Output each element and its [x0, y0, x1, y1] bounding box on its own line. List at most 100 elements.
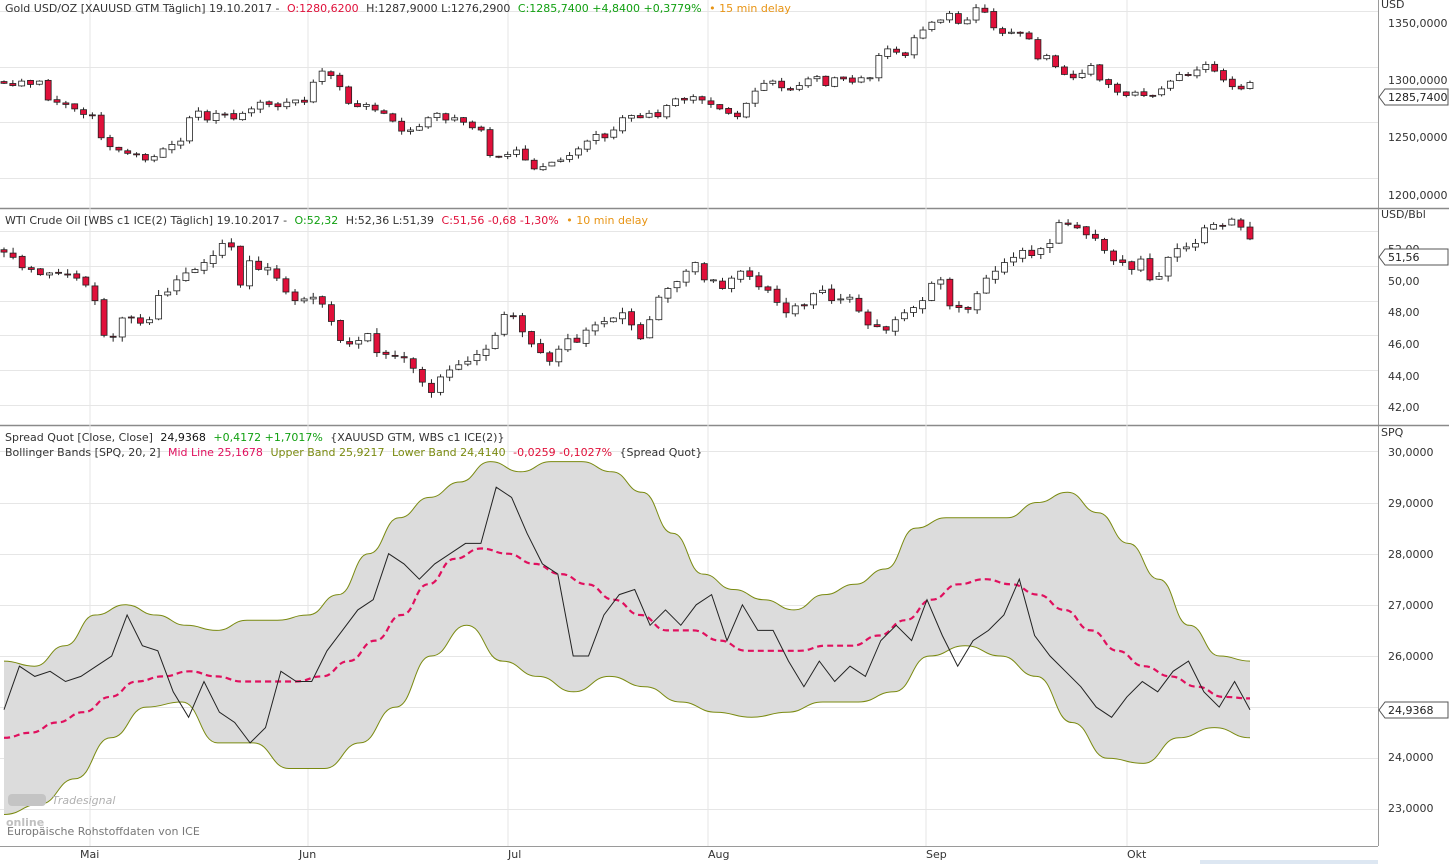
- candle-body: [646, 319, 654, 339]
- candle-body: [64, 273, 72, 276]
- candle-body: [155, 295, 163, 320]
- candle-body: [362, 104, 370, 107]
- candle-body: [246, 260, 253, 287]
- candle-body: [972, 7, 980, 21]
- candle-body: [873, 324, 881, 328]
- candle-body: [963, 19, 971, 25]
- candle-body: [337, 320, 344, 341]
- candle-body: [1164, 256, 1172, 277]
- bollinger-header-change: -0,0259 -0,1027%: [513, 446, 612, 459]
- candle-body: [991, 270, 999, 280]
- candle-body: [318, 296, 326, 305]
- candle-body: [636, 115, 644, 119]
- candle-body: [318, 70, 326, 82]
- candle-body: [46, 272, 53, 276]
- bollinger-header-upper: Upper Band 25,9217: [270, 446, 384, 459]
- candle-body: [382, 351, 390, 355]
- candle-body: [1034, 39, 1042, 60]
- candle-body: [901, 52, 909, 56]
- candle-body: [716, 104, 724, 110]
- gold-tick-label: 1250,0000: [1388, 131, 1448, 144]
- candle-body: [1193, 69, 1201, 77]
- candle-body: [574, 148, 582, 156]
- candle-body: [728, 277, 735, 289]
- candle-body: [746, 270, 754, 277]
- spread-last-price-tag: 24,9368: [1378, 701, 1449, 719]
- candle-body: [203, 111, 211, 121]
- candle-body: [118, 317, 126, 338]
- candle-body: [159, 148, 167, 158]
- candle-body: [1175, 74, 1183, 81]
- candle-body: [428, 382, 435, 393]
- candle-body: [822, 75, 830, 86]
- candle-body: [27, 267, 35, 270]
- candle-body: [1146, 258, 1154, 281]
- candle-body: [1114, 83, 1121, 93]
- candle-body: [778, 80, 786, 89]
- candle-body: [810, 293, 817, 306]
- candle-body: [795, 85, 803, 90]
- x-tick-label: Okt: [1127, 848, 1147, 861]
- candle-body: [164, 291, 172, 296]
- candle-body: [433, 112, 441, 118]
- candle-body: [672, 98, 680, 106]
- candle-body: [1202, 64, 1210, 70]
- candle-body: [734, 112, 741, 118]
- candle-body: [230, 113, 238, 120]
- candle-body: [477, 126, 485, 131]
- spread-header: Spread Quot [Close, Close] 24,9368 +0,41…: [5, 431, 504, 444]
- candle-body: [982, 277, 990, 294]
- candle-body: [418, 369, 426, 383]
- candle-body: [1061, 66, 1068, 75]
- candle-body: [1131, 91, 1139, 96]
- candle-body: [389, 113, 397, 122]
- oil-header-name: WTI Crude Oil [WBS c1 ICE(2) Täglich] 19…: [5, 214, 287, 227]
- candle-body: [1110, 250, 1117, 262]
- x-tick-label: Mai: [80, 848, 99, 861]
- candle-body: [415, 126, 423, 131]
- candle-body: [1155, 275, 1163, 280]
- candle-body: [200, 262, 208, 271]
- gold-header-open: O:1280,6200: [287, 2, 359, 15]
- candle-body: [548, 161, 556, 167]
- candle-body: [864, 311, 872, 326]
- candle-body: [973, 293, 981, 311]
- candle-body: [910, 37, 918, 56]
- candle-body: [848, 77, 856, 83]
- bollinger-lower-band: [3, 624, 1251, 815]
- candle-body: [437, 376, 444, 393]
- candle-body: [133, 153, 140, 156]
- candle-body: [1167, 80, 1174, 89]
- candle-body: [564, 338, 572, 351]
- logo-brand: Tradesignal: [52, 794, 115, 807]
- candle-body: [673, 281, 681, 289]
- oil-tick-label: 46,00: [1388, 338, 1420, 351]
- candle-body: [1149, 94, 1157, 97]
- candle-body: [990, 11, 998, 29]
- gold-tick-label: 1200,0000: [1388, 189, 1448, 202]
- candle-body: [689, 96, 697, 101]
- spread-header-source: {XAUUSD GTM, WBS c1 ICE(2)}: [330, 431, 504, 444]
- candle-body: [1237, 85, 1245, 90]
- candle-body: [591, 324, 599, 332]
- logo-credit: Europäische Rohstoffdaten von ICE: [7, 825, 200, 838]
- candle-body: [937, 279, 945, 285]
- candle-body: [755, 275, 763, 288]
- candle-body: [787, 88, 794, 91]
- x-tick-label: Aug: [708, 848, 729, 861]
- candle-body: [1128, 261, 1136, 270]
- candle-body: [946, 12, 953, 21]
- candle-body: [446, 369, 454, 378]
- spread-header-change: +0,4172 +1,7017%: [213, 431, 322, 444]
- oil-header-open: O:52,32: [295, 214, 339, 227]
- candle-body: [468, 121, 476, 129]
- scrollbar-thumb[interactable]: [1200, 860, 1378, 864]
- candle-body: [1173, 248, 1181, 258]
- candle-body: [186, 117, 193, 142]
- candle-body: [106, 137, 114, 148]
- candle-body: [528, 331, 535, 345]
- candle-body: [582, 329, 590, 344]
- candle-body: [62, 102, 70, 105]
- candle-body: [1122, 91, 1130, 96]
- candle-body: [309, 296, 317, 300]
